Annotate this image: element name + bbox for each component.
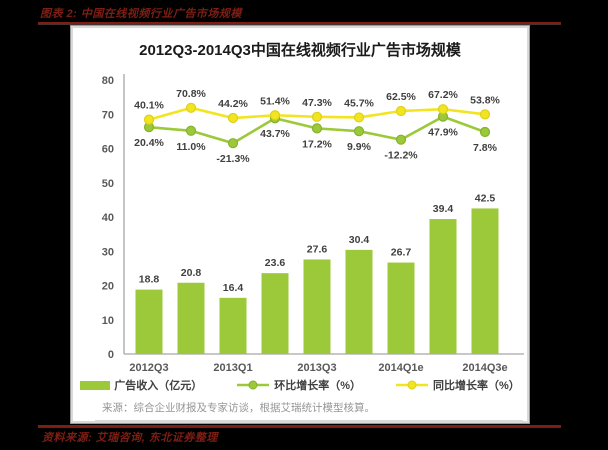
bar <box>387 262 415 354</box>
bar <box>303 259 331 354</box>
yoy-marker <box>185 102 197 113</box>
legend-label: 同比增长率（%） <box>433 380 520 392</box>
bar-value-label: 26.7 <box>391 247 412 259</box>
y-tick-label: 70 <box>102 109 114 121</box>
qoq-marker <box>311 123 323 134</box>
qoq-marker <box>353 126 365 137</box>
yoy-value-label: 45.7% <box>344 97 374 109</box>
bar <box>177 282 205 354</box>
y-tick-label: 60 <box>102 144 114 156</box>
legend-line-glyph <box>407 380 417 390</box>
bar <box>471 208 499 354</box>
yoy-value-label: 62.5% <box>386 91 416 103</box>
yoy-marker <box>479 109 491 120</box>
legend-item-ad-revenue: 广告收入（亿元） <box>80 377 202 393</box>
legend-label: 环比增长率（%） <box>274 380 361 392</box>
y-tick-label: 30 <box>102 246 114 258</box>
y-tick-label: 20 <box>102 281 114 293</box>
y-tick-label: 40 <box>102 212 114 224</box>
yoy-value-label: 53.8% <box>470 94 500 106</box>
qoq-value-label: 20.4% <box>134 137 164 149</box>
figure-caption-bottom: 资料来源: 艾瑞咨询, 东北证券整理 <box>42 432 218 444</box>
bar-value-label: 20.8 <box>181 267 202 279</box>
chart-legend: 广告收入（亿元） 环比增长率（%） 同比增长率（%） <box>73 377 527 393</box>
bar <box>261 273 289 354</box>
x-tick-label: 2013Q3 <box>297 362 336 374</box>
bar <box>429 219 457 354</box>
qoq-value-label: -21.3% <box>216 153 250 165</box>
qoq-value-label: 11.0% <box>176 141 206 153</box>
legend-label: 广告收入（亿元） <box>114 380 203 392</box>
bar <box>135 289 163 354</box>
bar <box>219 297 247 354</box>
yoy-marker <box>227 112 239 124</box>
bar-value-label: 39.4 <box>433 203 454 215</box>
yoy-marker <box>143 114 155 125</box>
yoy-value-label: 44.2% <box>218 98 248 110</box>
qoq-value-label: 47.9% <box>428 127 458 139</box>
yoy-marker <box>311 111 323 122</box>
x-tick-label: 2014Q3e <box>462 362 507 374</box>
qoq-marker <box>395 134 407 145</box>
x-tick-label: 2013Q1 <box>213 362 252 374</box>
qoq-value-label: 9.9% <box>347 141 372 153</box>
yoy-marker <box>353 112 365 123</box>
legend-item-qoq-growth: 环比增长率（%） <box>236 377 361 393</box>
chart-panel: 2012Q3-2014Q3中国在线视频行业广告市场规模 0 10 20 30 40 50 6… <box>71 26 529 423</box>
yoy-value-label: 47.3% <box>302 97 332 109</box>
source-note: 来源：综合企业财报及专家访谈，根据艾瑞统计模型核算。 <box>102 402 375 414</box>
yoy-value-label: 40.1% <box>134 100 164 112</box>
y-tick-label: 50 <box>102 178 114 190</box>
top-red-rule <box>38 22 561 24</box>
bar-value-label: 23.6 <box>265 257 286 269</box>
qoq-marker <box>185 125 197 136</box>
qoq-value-label: -12.2% <box>384 150 418 162</box>
legend-line-glyph <box>248 380 258 390</box>
qoq-value-label: 43.7% <box>260 128 290 140</box>
inner-divider-line <box>95 420 523 421</box>
y-tick-label: 80 <box>102 75 114 87</box>
bar-swatch-icon <box>80 380 111 390</box>
line-marker-icon <box>396 380 428 390</box>
bottom-red-rule <box>38 425 561 427</box>
x-tick-label: 2012Q3 <box>129 362 168 374</box>
chart-title: 2012Q3-2014Q3中国在线视频行业广告市场规模 <box>139 42 461 59</box>
bar-value-label: 27.6 <box>307 243 328 255</box>
yoy-marker <box>395 105 407 117</box>
bar-value-label: 18.8 <box>139 274 160 286</box>
chart-plot-area: 0 10 20 30 40 50 60 70 80 2012Q3 2013Q1 2013Q3 2014Q… <box>102 74 524 374</box>
qoq-value-label: 7.8% <box>473 142 498 154</box>
yoy-value-label: 51.4% <box>260 95 290 107</box>
bar-value-label: 30.4 <box>349 234 370 246</box>
yoy-marker <box>437 104 449 115</box>
y-tick-label: 0 <box>108 349 114 361</box>
x-tick-label: 2014Q1e <box>378 362 423 374</box>
yoy-value-label: 70.8% <box>176 88 206 100</box>
line-marker-icon <box>237 380 270 390</box>
qoq-value-label: 17.2% <box>302 138 332 150</box>
yoy-value-label: 67.2% <box>428 89 458 101</box>
bar <box>345 249 373 354</box>
qoq-marker <box>479 126 491 138</box>
qoq-marker <box>227 138 239 149</box>
yoy-marker <box>269 110 281 121</box>
bar-value-label: 42.5 <box>475 192 496 204</box>
legend-item-yoy-growth: 同比增长率（%） <box>395 377 520 393</box>
y-tick-label: 10 <box>102 315 114 327</box>
bar-value-label: 16.4 <box>223 282 244 294</box>
figure-caption-top: 图表 2: 中国在线视频行业广告市场规模 <box>40 8 242 20</box>
